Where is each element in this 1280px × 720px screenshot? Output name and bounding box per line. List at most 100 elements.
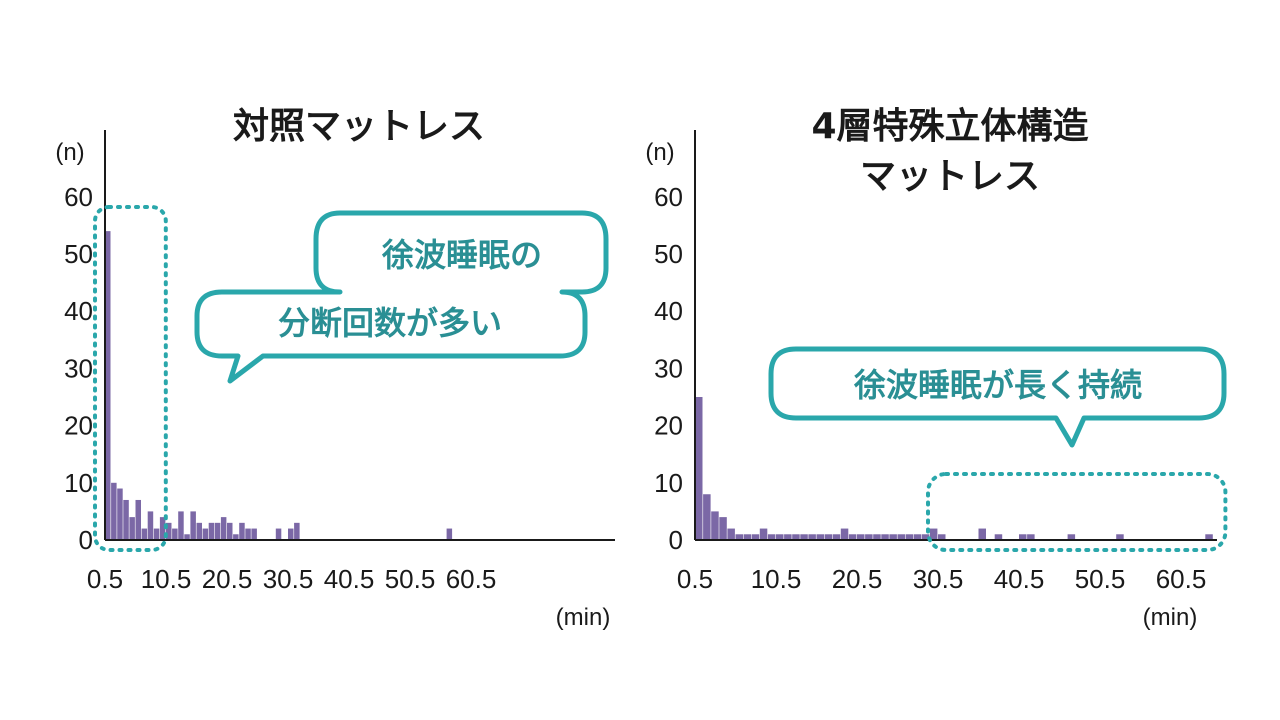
panel-left: 対照マットレス (n) (min) 0 10 20 30 40 50 60 0.5 10.5 2…: [55, 106, 615, 631]
bar: [166, 522, 172, 540]
x-tick-label: 10.5: [751, 564, 802, 594]
y-axis-unit-left: (n): [55, 139, 84, 166]
bar: [719, 517, 727, 540]
x-tick-label: 0.5: [87, 564, 123, 594]
panel-right: 4層特殊立体構造 マットレス (n) (min) 0 10 20 30 40 50 60 0…: [645, 106, 1228, 631]
bar: [1067, 534, 1076, 540]
bar: [816, 534, 824, 540]
bar: [751, 534, 760, 540]
x-tick-label: 30.5: [913, 564, 964, 594]
x-tick-labels-right: 0.5 10.5 20.5 30.5 40.5 50.5 60.5: [677, 564, 1206, 594]
bar: [105, 231, 111, 540]
bar: [288, 528, 294, 540]
bar: [233, 534, 239, 540]
bar: [153, 528, 160, 540]
bar: [824, 534, 833, 540]
y-tick-label: 50: [64, 239, 93, 269]
y-tick-labels-left: 0 10 20 30 40 50 60: [64, 182, 93, 555]
x-tick-label: 60.5: [1156, 564, 1207, 594]
bar: [792, 534, 800, 540]
bar: [214, 522, 221, 540]
callout-line-1-right: 徐波睡眠が長く持続: [853, 366, 1142, 404]
bar: [978, 528, 986, 540]
bar: [220, 517, 227, 540]
y-tick-label: 50: [654, 239, 683, 269]
y-tick-label: 60: [654, 182, 683, 212]
bar: [190, 511, 196, 540]
bar: [245, 528, 251, 540]
bar: [695, 397, 703, 540]
bar: [147, 511, 154, 540]
bar: [840, 528, 849, 540]
bar: [735, 534, 743, 540]
x-tick-label: 30.5: [263, 564, 314, 594]
callout-right: 徐波睡眠が長く持続: [768, 346, 1227, 448]
bar: [1116, 534, 1124, 540]
bar: [873, 534, 881, 540]
bar: [784, 534, 792, 540]
chart-title-left: 対照マットレス: [233, 106, 485, 147]
callout-line-1-left: 徐波睡眠の: [381, 236, 542, 274]
bar: [123, 499, 129, 540]
bar: [759, 528, 768, 540]
bar: [865, 534, 873, 540]
bar: [889, 534, 897, 540]
bar: [141, 528, 148, 540]
bar: [1027, 534, 1035, 540]
x-tick-label: 0.5: [677, 564, 713, 594]
y-axis-unit-right: (n): [645, 139, 674, 166]
x-tick-label: 40.5: [324, 564, 375, 594]
bar: [208, 522, 215, 540]
x-tick-labels-left: 0.5 10.5 20.5 30.5 40.5 50.5 60.5: [87, 564, 496, 594]
bar: [800, 534, 808, 540]
bar: [776, 534, 784, 540]
bar: [913, 534, 922, 540]
bar: [767, 534, 776, 540]
x-tick-label: 20.5: [202, 564, 253, 594]
y-tick-label: 0: [669, 525, 683, 555]
bar: [832, 534, 841, 540]
highlight-box-left: [93, 205, 168, 552]
bar: [129, 517, 135, 540]
bar: [159, 517, 166, 540]
y-tick-label: 20: [64, 411, 93, 441]
bar: [808, 534, 816, 540]
speech-bubble-left: [194, 210, 609, 384]
bar: [711, 511, 719, 540]
highlight-box-right: [926, 472, 1228, 552]
bar: [905, 534, 914, 540]
x-tick-label: 20.5: [832, 564, 883, 594]
chart-title-right-line-1: 4層特殊立体構造: [811, 106, 1088, 147]
bar: [172, 528, 178, 540]
bar: [111, 482, 117, 540]
bar: [178, 511, 184, 540]
y-tick-label: 40: [654, 296, 683, 326]
bar: [743, 534, 752, 540]
bar: [202, 528, 209, 540]
bars-left: [105, 231, 453, 540]
x-axis-unit-right: (min): [1143, 604, 1198, 631]
y-tick-label: 0: [79, 525, 93, 555]
bar: [703, 494, 711, 540]
bar: [227, 522, 233, 540]
bar: [275, 528, 282, 540]
bar: [184, 534, 190, 540]
x-tick-label: 40.5: [994, 564, 1045, 594]
bars-right: [695, 397, 1213, 540]
bar: [239, 522, 245, 540]
bar: [848, 534, 857, 540]
chart-title-right-line-2: マットレス: [860, 156, 1040, 197]
x-axis-unit-left: (min): [556, 604, 611, 631]
callout-line-2-left: 分断回数が多い: [278, 304, 502, 342]
bar: [1205, 534, 1213, 540]
y-tick-label: 30: [64, 353, 93, 383]
y-tick-label: 30: [654, 353, 683, 383]
bar: [446, 528, 453, 540]
x-tick-label: 10.5: [141, 564, 192, 594]
bar: [857, 534, 865, 540]
y-tick-label: 10: [654, 468, 683, 498]
y-tick-label: 20: [654, 411, 683, 441]
bar: [294, 522, 300, 540]
speech-bubble-right: [768, 346, 1227, 448]
